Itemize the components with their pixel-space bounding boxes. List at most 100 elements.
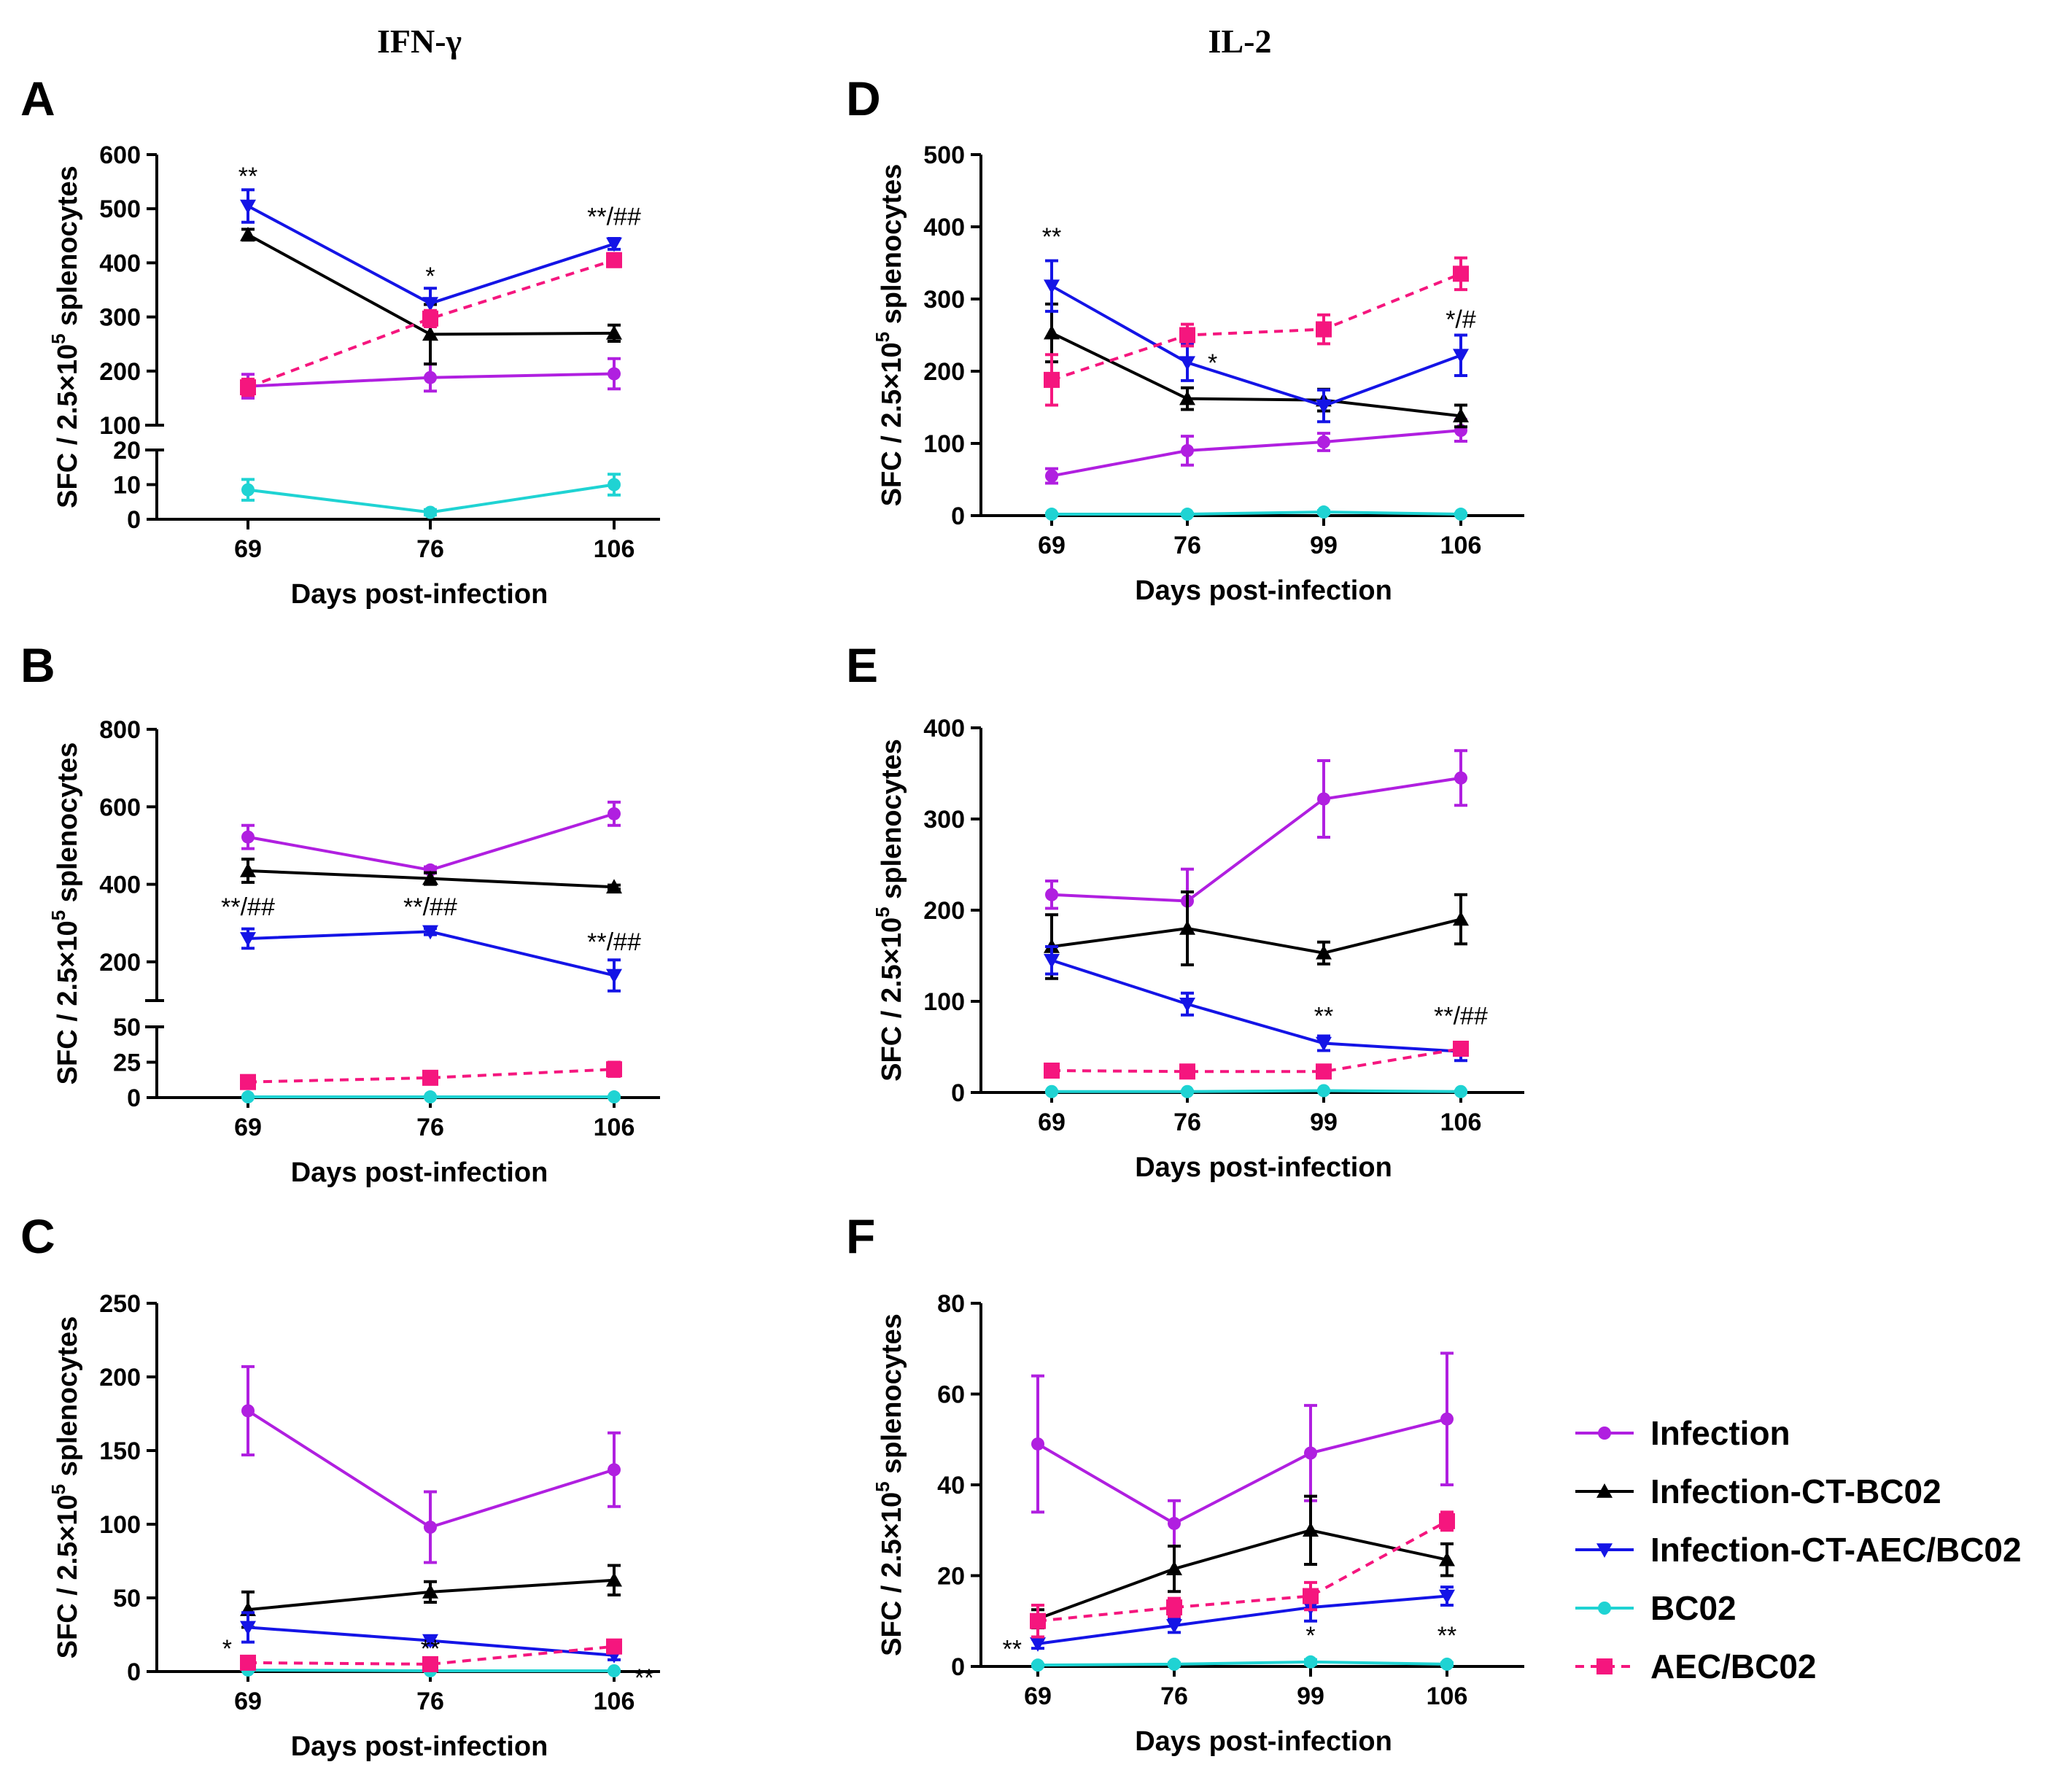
chart-panel-c: 0 50 100 150 200 250 69 76 106 Days post-infectio… <box>47 1290 660 1762</box>
x-axis-label: Days post-infection <box>291 579 548 610</box>
data-point <box>1317 792 1330 806</box>
data-point <box>1439 1513 1455 1529</box>
data-point <box>608 1463 621 1477</box>
series-line <box>1037 1529 1448 1620</box>
data-point <box>1316 399 1332 414</box>
legend-item-infection-ct-aec-bc02: Infection-CT-AEC/BC02 <box>1575 1531 2022 1569</box>
series-infection <box>1045 749 1467 935</box>
data-point <box>424 1090 437 1104</box>
data-point <box>1453 911 1469 926</box>
x-axis-label: Days post-infection <box>291 1157 548 1188</box>
y-tick-label: 0 <box>951 502 965 530</box>
data-point <box>1179 920 1195 935</box>
data-point <box>608 367 621 381</box>
series-bc02 <box>1031 1655 1454 1672</box>
x-axis-label: Days post-infection <box>1135 575 1392 606</box>
data-point <box>241 483 255 497</box>
y-tick-label: 0 <box>127 506 141 534</box>
y-axis-label: SFC / 2.5×105 splenocytes <box>47 742 83 1085</box>
y-tick-label: 50 <box>113 1014 141 1041</box>
panel-letter-c: C <box>20 1209 55 1263</box>
data-point <box>1316 321 1332 338</box>
x-tick-label: 106 <box>1427 1682 1468 1710</box>
data-point <box>1044 279 1060 295</box>
y-tick-label: 200 <box>923 358 965 386</box>
series-aec-bc02 <box>240 1638 622 1672</box>
series-infection-ct-aec-bc02 <box>240 188 622 320</box>
y-tick-label: 100 <box>923 430 965 458</box>
y-tick-label: 200 <box>99 1364 141 1391</box>
y-tick-label: 80 <box>937 1290 965 1318</box>
x-tick-label: 106 <box>594 1688 635 1715</box>
legend-marker <box>1598 1427 1611 1440</box>
data-point <box>1181 443 1194 457</box>
series-line <box>247 812 615 872</box>
data-point <box>1181 508 1194 521</box>
data-point <box>422 326 438 341</box>
x-tick-label: 69 <box>234 535 262 563</box>
data-point <box>1453 1041 1469 1057</box>
data-point <box>606 1061 622 1078</box>
x-tick-label: 69 <box>1038 532 1066 559</box>
column-title-ifn: IFN-γ <box>377 23 462 60</box>
y-axis-label: SFC / 2.5×105 splenocytes <box>47 166 83 508</box>
data-point <box>1030 1612 1046 1629</box>
data-point <box>422 1583 438 1599</box>
significance-label: ** <box>635 1664 653 1692</box>
y-tick-label: 800 <box>99 716 141 744</box>
series-line <box>1037 1660 1448 1667</box>
y-tick-label: 50 <box>113 1585 141 1612</box>
significance-label: ** <box>1437 1622 1456 1650</box>
y-axis-label-part: splenocytes <box>53 742 83 910</box>
series-line <box>1051 331 1462 418</box>
data-point <box>606 237 622 252</box>
significance-label: */# <box>1446 306 1476 334</box>
y-tick-label: 600 <box>99 141 141 169</box>
y-tick-label: 400 <box>99 872 141 899</box>
legend-item-infection: Infection <box>1575 1414 1790 1452</box>
y-tick-label: 200 <box>99 358 141 386</box>
x-tick-label: 99 <box>1310 532 1338 559</box>
data-point <box>1168 1516 1181 1530</box>
series-line <box>1051 917 1462 955</box>
x-axis-label: Days post-infection <box>291 1731 548 1762</box>
data-point <box>1440 1657 1454 1671</box>
series-infection-ct-aec-bc02 <box>240 1611 622 1664</box>
y-tick-label: 600 <box>99 793 141 821</box>
series-infection-ct-aec-bc02 <box>1044 259 1469 424</box>
series-line <box>1051 272 1462 381</box>
series-bc02 <box>241 473 621 519</box>
data-point <box>608 478 621 492</box>
data-point <box>1044 1063 1060 1079</box>
data-point <box>1045 1084 1058 1098</box>
data-point <box>1316 1063 1332 1080</box>
data-point <box>608 1090 621 1104</box>
legend-item-infection-ct-bc02: Infection-CT-BC02 <box>1575 1472 1941 1510</box>
data-point <box>1030 1637 1046 1652</box>
data-point <box>1454 1084 1467 1098</box>
y-tick-label: 25 <box>113 1049 141 1077</box>
data-point <box>1453 408 1469 423</box>
y-tick-label: 40 <box>937 1472 965 1499</box>
significance-label: **/## <box>587 928 641 956</box>
data-point <box>240 379 256 396</box>
data-point <box>1179 327 1195 343</box>
legend-label: Infection <box>1650 1414 1790 1452</box>
data-point <box>1044 953 1060 969</box>
y-axis-label-part: SFC / 2.5×10 <box>53 344 83 508</box>
x-tick-label: 106 <box>594 535 635 563</box>
x-tick-label: 76 <box>416 1688 444 1715</box>
series-line <box>1052 511 1462 516</box>
x-tick-label: 99 <box>1310 1109 1338 1136</box>
y-axis-label-superscript: 5 <box>47 1484 69 1494</box>
data-point <box>422 1634 438 1649</box>
chart-panel-d: 0 100 200 300 400 500 69 76 99 106 Days post-infec… <box>872 141 1524 606</box>
legend-marker <box>1596 1658 1613 1674</box>
data-point <box>1454 508 1467 521</box>
data-point <box>1439 1589 1455 1604</box>
series-aec-bc02 <box>240 1060 622 1090</box>
significance-label: * <box>1305 1622 1315 1650</box>
legend-item-aec-bc02: AEC/BC02 <box>1575 1647 1817 1685</box>
data-point <box>606 1638 622 1655</box>
